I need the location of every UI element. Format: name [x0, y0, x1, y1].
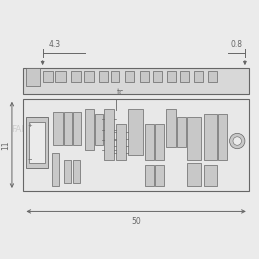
Bar: [28, 122, 45, 163]
Text: FAFA: FAFA: [59, 125, 80, 134]
Text: FAFA: FAFA: [157, 125, 177, 134]
Circle shape: [233, 137, 241, 145]
Text: −: −: [27, 156, 32, 162]
Bar: [43, 71, 53, 82]
Bar: [116, 124, 126, 160]
Bar: [140, 71, 149, 82]
Bar: [53, 112, 63, 145]
Bar: [155, 165, 164, 186]
Bar: [187, 163, 202, 186]
Text: 11: 11: [1, 140, 10, 150]
Text: FAFA: FAFA: [11, 125, 31, 134]
Bar: [64, 160, 71, 183]
Bar: [111, 71, 119, 82]
Bar: [85, 109, 94, 150]
Bar: [99, 71, 108, 82]
Bar: [84, 71, 94, 82]
Bar: [145, 124, 154, 160]
Bar: [64, 112, 72, 145]
Bar: [180, 71, 189, 82]
Bar: [153, 71, 162, 82]
Bar: [145, 165, 154, 186]
Bar: [24, 99, 249, 191]
Bar: [52, 153, 59, 186]
Text: tc: tc: [117, 89, 124, 97]
Bar: [95, 114, 103, 145]
Bar: [166, 109, 176, 147]
Bar: [26, 68, 40, 86]
Bar: [218, 114, 227, 160]
Bar: [24, 68, 249, 94]
Text: 0.8: 0.8: [231, 40, 243, 49]
Bar: [26, 117, 48, 168]
Text: 4.3: 4.3: [49, 40, 61, 49]
Bar: [194, 71, 203, 82]
Circle shape: [229, 133, 245, 149]
Bar: [73, 112, 81, 145]
Bar: [208, 71, 217, 82]
Bar: [177, 117, 186, 147]
Bar: [204, 165, 217, 186]
Bar: [204, 114, 217, 160]
Bar: [128, 109, 142, 155]
Bar: [73, 160, 80, 183]
Text: FAFA: FAFA: [205, 125, 226, 134]
Bar: [167, 71, 176, 82]
Text: +: +: [27, 123, 32, 128]
Text: FAFA: FAFA: [108, 125, 129, 134]
Bar: [55, 71, 66, 82]
Bar: [125, 71, 134, 82]
Bar: [104, 109, 114, 160]
Bar: [155, 124, 164, 160]
Text: 50: 50: [131, 217, 141, 226]
Bar: [71, 71, 81, 82]
Bar: [187, 117, 202, 160]
